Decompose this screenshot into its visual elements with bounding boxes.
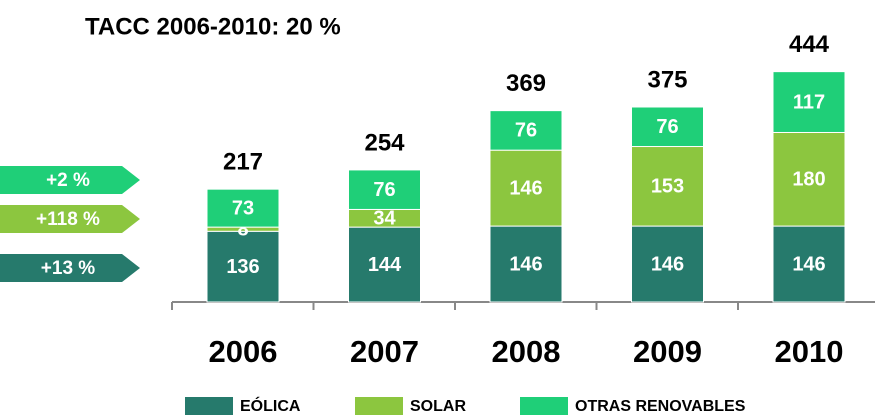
- growth-label: +2 %: [46, 170, 90, 191]
- growth-arrow: [0, 205, 140, 233]
- growth-label: +118 %: [36, 209, 100, 230]
- segment-label: 144: [368, 254, 402, 276]
- segment-label: 76: [656, 116, 678, 138]
- segment-label: 146: [509, 177, 542, 199]
- bar-segment: [772, 71, 846, 133]
- segment-label: 153: [651, 176, 684, 198]
- segment-label: 136: [226, 256, 259, 278]
- segment-label: 146: [509, 253, 542, 275]
- x-tick-label: 2007: [350, 334, 419, 369]
- total-label: 217: [223, 149, 263, 176]
- bar-segment: [489, 225, 563, 303]
- bar-segment: [772, 131, 846, 227]
- segment-label: 146: [792, 253, 825, 275]
- total-label: 369: [506, 70, 546, 97]
- segment-label: 8: [237, 218, 248, 240]
- bar-segment: [772, 225, 846, 303]
- x-tick-label: 2010: [775, 334, 844, 369]
- total-label: 254: [364, 129, 405, 156]
- chart-title: TACC 2006-2010: 20 %: [85, 13, 341, 40]
- bar-segment: [206, 230, 280, 303]
- growth-arrow: [0, 254, 140, 282]
- legend-label: SOLAR: [410, 398, 466, 415]
- segment-label: 73: [232, 197, 254, 219]
- x-tick-label: 2006: [209, 334, 278, 369]
- legend-label: OTRAS RENOVABLES: [575, 398, 746, 415]
- total-label: 444: [789, 31, 830, 58]
- segment-label: 76: [373, 179, 395, 201]
- bar-segment: [631, 225, 704, 303]
- bar-segment: [206, 188, 280, 228]
- segment-label: 180: [792, 169, 825, 191]
- segment-label: 34: [373, 208, 396, 230]
- bar-segment: [348, 226, 421, 303]
- legend-swatch: [185, 397, 233, 415]
- x-tick-label: 2009: [633, 334, 702, 369]
- segment-label: 117: [793, 91, 825, 113]
- segment-label: 146: [651, 253, 684, 275]
- segment-label: 76: [515, 120, 537, 142]
- bar-segment: [631, 146, 704, 227]
- bar-segment: [489, 110, 563, 151]
- x-tick-label: 2008: [492, 334, 561, 369]
- legend-swatch: [520, 397, 568, 415]
- growth-label: +13 %: [41, 258, 96, 279]
- bar-segment: [631, 106, 704, 148]
- bar-segment: [348, 169, 421, 210]
- total-label: 375: [647, 66, 687, 93]
- legend-swatch: [355, 397, 403, 415]
- growth-arrow: [0, 166, 140, 194]
- legend-label: EÓLICA: [240, 396, 301, 415]
